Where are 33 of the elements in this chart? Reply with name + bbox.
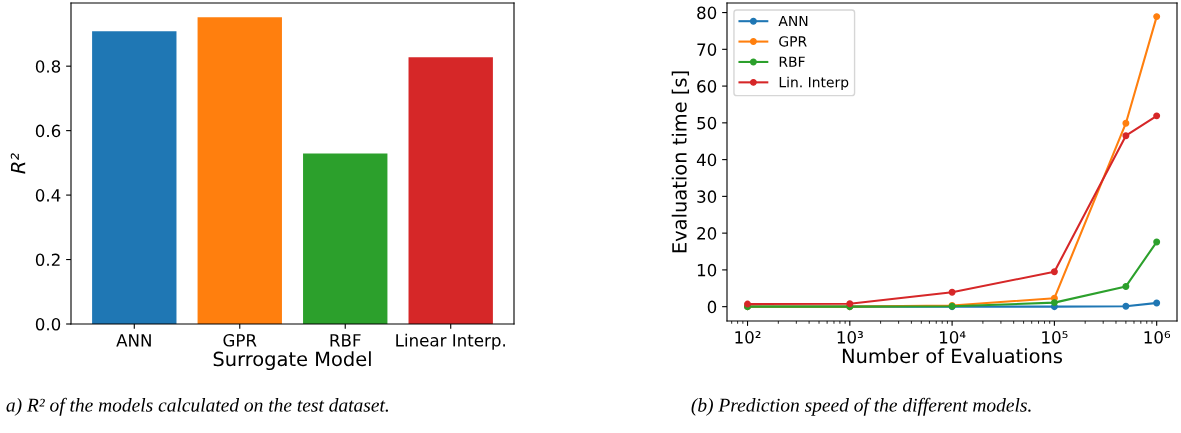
x-tick-label: 10²: [735, 331, 761, 344]
legend-label: GPR: [779, 36, 807, 47]
y-tick-label: 0.2: [35, 253, 60, 267]
x-tick-label: 10⁴: [939, 331, 966, 344]
y-tick-label: 30: [697, 190, 717, 203]
y-tick-label: 20: [697, 227, 717, 240]
y-tick-label: 50: [697, 116, 717, 130]
y-tick-label: 80: [697, 6, 717, 20]
y-tick-label: 10: [697, 263, 717, 277]
legend-label: Lin. Interp: [779, 76, 849, 91]
text: (b) Prediction speed of the different models.: [691, 397, 1031, 416]
y-tick-label: 0.4: [35, 189, 61, 202]
y-axis-title: R²: [10, 153, 26, 174]
x-tick-label: ANN: [116, 334, 151, 347]
y-tick-label: 60: [697, 80, 717, 93]
y-tick-label: 0.8: [35, 60, 61, 73]
x-tick-label: RBF: [330, 334, 361, 347]
x-axis-title: Number of Evaluations: [842, 348, 1063, 364]
x-tick-label: Linear Interp.: [396, 333, 505, 350]
legend-label: RBF: [779, 56, 805, 67]
x-tick-label: 10⁵: [1042, 331, 1068, 344]
y-axis-title: Evaluation time [s]: [671, 71, 690, 253]
y-tick-label: 40: [696, 153, 717, 167]
x-tick-label: 10⁶: [1144, 331, 1171, 344]
y-tick-label: 0.0: [35, 317, 61, 331]
x-axis-title: Surrogate Model: [213, 351, 371, 371]
x-tick-label: GPR: [223, 334, 257, 347]
y-tick-label: 70: [697, 43, 717, 56]
y-tick-label: 0: [707, 300, 717, 314]
text: a) R² of the models calculated on the test dataset.: [6, 397, 388, 416]
legend-label: ANN: [778, 15, 808, 27]
y-tick-label: 0.6: [35, 124, 61, 138]
x-tick-label: 10³: [837, 331, 863, 344]
